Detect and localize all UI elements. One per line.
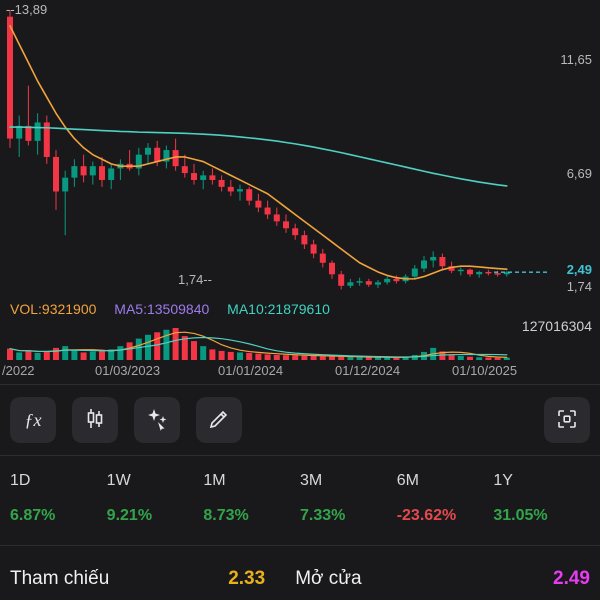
period-label: 1W — [106, 472, 131, 489]
magic-draw-button[interactable] — [134, 397, 180, 443]
magic-wand-icon — [145, 407, 169, 434]
volume-ma10-value: MA10:21879610 — [227, 301, 330, 317]
chart-toolbar: ƒx — [0, 385, 600, 455]
candlestick-chart[interactable] — [0, 0, 600, 362]
open-label: Mở cửa — [295, 568, 362, 589]
x-axis-label-2024a: 01/01/2024 — [218, 363, 284, 378]
period-change-value: 6.87% — [10, 507, 56, 524]
period-label: 6M — [396, 472, 419, 489]
volume-value: VOL:9321900 — [10, 301, 97, 317]
price-summary-row: Tham chiếu 2.33 Mở cửa 2.49 — [0, 546, 600, 590]
reference-value: 2.33 — [228, 568, 266, 589]
last-price-label: 2,49 — [566, 262, 592, 277]
divider — [0, 545, 600, 546]
draw-button[interactable] — [196, 397, 242, 443]
fullscreen-icon — [555, 407, 579, 434]
period-change-value: 7.33% — [300, 507, 346, 524]
period-performance-row: 1D 6.87% 1W 9.21% 1M 8.73% 3M 7.33% 6M -… — [0, 456, 600, 545]
period-change-value: 8.73% — [203, 507, 249, 524]
volume-axis-max: 127016304 — [521, 318, 592, 334]
indicator-function-button[interactable]: ƒx — [10, 397, 56, 443]
pencil-icon — [207, 407, 231, 434]
y-axis-tick-669: 6,69 — [566, 166, 592, 181]
chart-style-button[interactable] — [72, 397, 118, 443]
divider — [0, 384, 600, 385]
period-change-value: 31.05% — [493, 507, 548, 524]
period-label: 1M — [203, 472, 226, 489]
chart-panel[interactable]: --13,89 1,74-- 11,65 6,69 2,49 1,74 VOL:… — [0, 0, 600, 384]
fx-icon: ƒx — [24, 409, 42, 430]
period-label: 1D — [10, 472, 31, 489]
y-axis-low-label: 1,74 — [566, 279, 592, 294]
period-label: 1Y — [493, 472, 513, 489]
period-change-value: 9.21% — [106, 507, 153, 524]
y-axis-tick-1165: 11,65 — [560, 52, 592, 67]
chart-high-label: --13,89 — [6, 2, 48, 17]
chart-low-label: 1,74-- — [178, 272, 212, 287]
period-label: 3M — [300, 472, 323, 489]
period-1m[interactable]: 1M 8.73% — [203, 472, 300, 525]
open-value: 2.49 — [553, 568, 590, 589]
divider — [0, 455, 600, 456]
period-change-value: -23.62% — [396, 507, 457, 524]
volume-ma5-value: MA5:13509840 — [114, 301, 210, 317]
candlestick-icon — [83, 407, 107, 434]
period-1d[interactable]: 1D 6.87% — [10, 472, 107, 525]
x-axis-label-2025: 01/10/2025 — [452, 363, 518, 378]
x-axis-label-2023: 01/03/2023 — [95, 363, 161, 378]
period-1w[interactable]: 1W 9.21% — [107, 472, 204, 525]
period-3m[interactable]: 3M 7.33% — [300, 472, 397, 525]
volume-indicator-row: VOL:9321900 MA5:13509840 MA10:21879610 — [10, 301, 344, 317]
reference-label: Tham chiếu — [10, 568, 110, 589]
x-axis-label-2022: /2022 — [2, 363, 35, 378]
fullscreen-button[interactable] — [544, 397, 590, 443]
period-6m[interactable]: 6M -23.62% — [397, 472, 494, 525]
x-axis-label-2024b: 01/12/2024 — [335, 363, 401, 378]
period-1y[interactable]: 1Y 31.05% — [493, 472, 590, 525]
